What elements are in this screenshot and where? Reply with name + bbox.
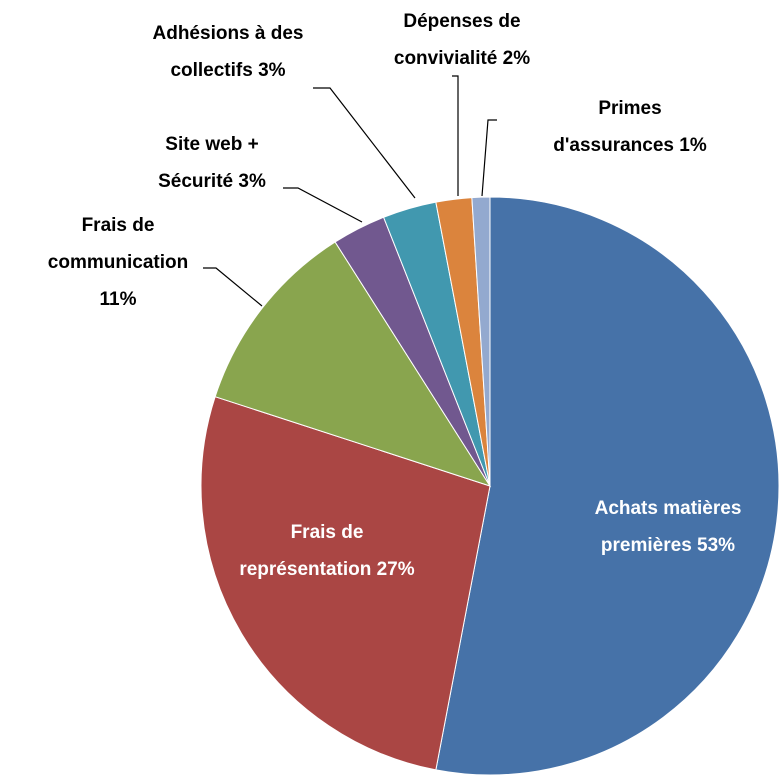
data-label: Adhésions à des collectifs 3% <box>126 15 331 89</box>
leader-line <box>283 187 363 223</box>
data-label: Dépenses de convivialité 2% <box>375 3 550 77</box>
data-label: Frais de représentation 27% <box>227 514 427 588</box>
leader-line <box>313 87 416 199</box>
pie-slice <box>200 396 491 771</box>
category-label: Dépenses de convivialité <box>393 11 521 69</box>
pie-slice <box>435 196 779 776</box>
leader-line <box>452 75 459 196</box>
value-label: 2% <box>502 48 531 69</box>
data-label: Primes d'assurances 1% <box>545 90 715 164</box>
value-label: 3% <box>238 171 266 192</box>
category-label: Primes d'assurances <box>553 98 674 156</box>
leader-line <box>481 119 497 197</box>
category-label: Adhésions à des collectifs <box>152 23 304 81</box>
pie-slice <box>214 241 492 487</box>
value-label: 11% <box>99 289 137 310</box>
category-label: Frais de communication <box>47 215 189 273</box>
value-label: 1% <box>679 135 707 156</box>
data-label: Frais de communication 11% <box>33 207 203 318</box>
category-label: Achats matières premières <box>594 498 742 556</box>
leader-line <box>203 267 263 307</box>
category-label: Frais de représentation <box>239 522 372 580</box>
value-label: 27% <box>376 559 415 580</box>
category-label: Site web + Sécurité <box>158 134 259 192</box>
data-label: Site web + Sécurité 3% <box>145 126 280 200</box>
data-label: Achats matières premières 53% <box>563 490 773 564</box>
value-label: 53% <box>697 535 736 556</box>
value-label: 3% <box>258 60 286 81</box>
pie-slice <box>471 196 491 487</box>
